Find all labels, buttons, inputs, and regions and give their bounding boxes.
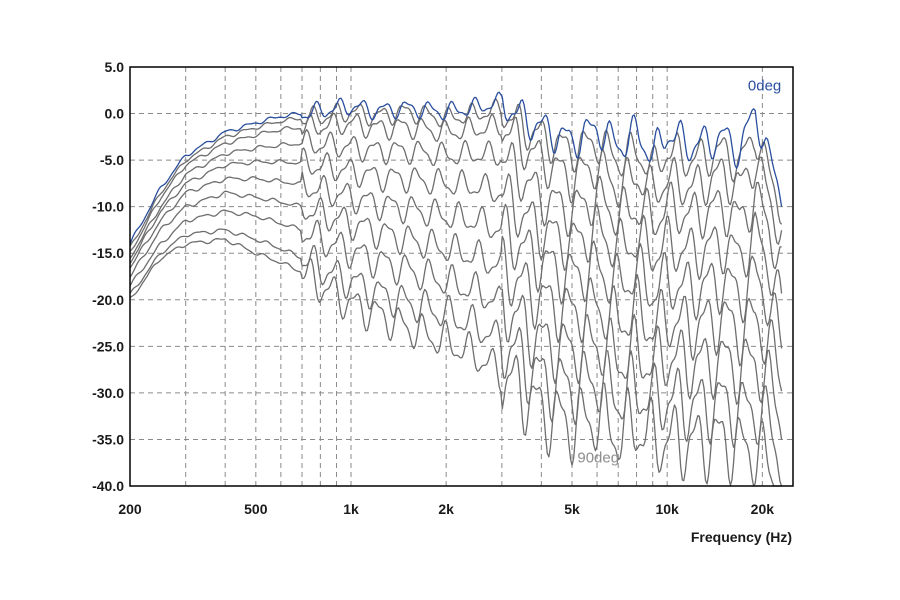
y-tick-label: 5.0 [105,59,125,75]
x-tick-label: 20k [751,501,775,517]
y-tick-label: -10.0 [92,199,124,215]
response-curve-2 [129,112,783,252]
y-tick-label: -20.0 [92,292,124,308]
y-tick-label: -25.0 [92,338,124,354]
response-curve-6 [129,190,783,392]
y-tick-label: -40.0 [92,478,124,494]
response-curve-5 [129,171,783,349]
x-tick-label: 10k [655,501,679,517]
response-curve-8 [129,228,783,487]
y-tick-label: -35.0 [92,431,124,447]
plot-frame [129,66,794,487]
response-curve-9 [129,238,782,487]
y-tick-label: 0.0 [105,106,125,122]
series-label-90deg: 90deg [577,450,619,467]
y-axis-ticks: 5.0 0.0 -5.0 -10.0 -15.0 -20.0 -25.0 -30.0 -35.0… [92,59,124,494]
y-tick-label: -30.0 [92,385,124,401]
x-tick-label: 2k [438,501,454,517]
response-curve-3 [129,129,782,270]
response-curves [129,91,783,487]
series-label-0deg: 0deg [748,77,781,94]
y-tick-label: -15.0 [92,245,124,261]
x-axis-ticks: 200 500 1k 2k 5k 10k 20k [118,501,774,517]
x-tick-label: 500 [244,501,268,517]
x-tick-label: 5k [564,501,580,517]
x-axis-title: Frequency (Hz) [691,529,792,545]
y-tick-label: -5.0 [100,152,124,168]
response-curve-1 [129,98,783,247]
series-labels: 0deg 90deg [577,77,781,466]
x-tick-label: 1k [343,501,359,517]
x-tick-label: 200 [118,501,142,517]
response-curve-4 [129,147,783,296]
response-curve-7 [129,209,783,440]
response-curve-0 [129,91,783,245]
